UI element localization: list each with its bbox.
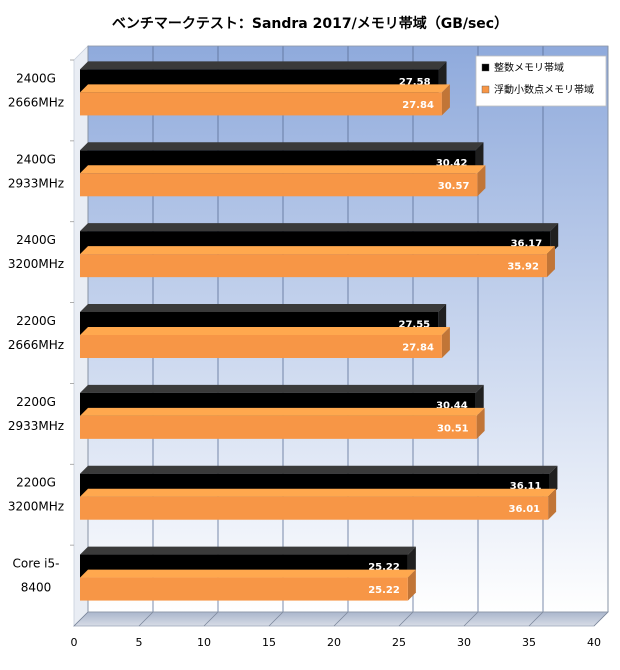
data-label: 36.17: [511, 239, 543, 250]
x-tick-label: 20: [327, 636, 341, 649]
data-label: 25.22: [368, 562, 400, 573]
chart-title: ベンチマークテスト：Sandra 2017/メモリ帯域（GB/sec）: [112, 15, 508, 32]
data-label: 27.58: [399, 77, 431, 88]
x-tick-label: 35: [522, 636, 536, 649]
gridline-floor: [268, 611, 284, 627]
bar-front: [80, 254, 547, 278]
gridline-floor: [398, 611, 414, 627]
data-label: 27.84: [402, 100, 434, 111]
bar-end: [548, 488, 557, 520]
category-label: 2200G 2933MHz: [8, 395, 64, 433]
bar-top: [80, 465, 558, 474]
category-label: 2400G 2933MHz: [8, 152, 64, 190]
data-label: 35.92: [507, 262, 539, 273]
bar: 30.51: [80, 407, 485, 439]
x-tick-label: 0: [71, 636, 78, 649]
bar-top: [80, 384, 484, 393]
legend-swatch: [481, 85, 490, 94]
data-label: 25.22: [368, 585, 400, 596]
category-label: 2200G 3200MHz: [8, 476, 64, 514]
bar-top: [80, 61, 447, 70]
bar-top: [80, 165, 486, 174]
category-label: 2400G 2666MHz: [8, 71, 64, 109]
bar-front: [80, 496, 549, 520]
category-label: 2400G 3200MHz: [8, 233, 64, 271]
bar: 36.01: [80, 488, 557, 520]
bar-front: [80, 335, 442, 358]
bar-top: [80, 246, 555, 255]
category-label: 2200G 2666MHz: [8, 314, 64, 352]
data-label: 30.57: [438, 181, 470, 192]
data-label: 36.01: [508, 504, 540, 515]
bar: 30.57: [80, 165, 486, 197]
bar-top: [80, 407, 485, 416]
bar: 27.84: [80, 327, 450, 358]
data-label: 30.44: [436, 400, 468, 411]
bar-top: [80, 142, 484, 151]
gridline-floor: [528, 611, 544, 627]
gridline-floor: [203, 611, 219, 627]
bars: 27.58 27.84 30.42 30.57 36.17 35.92 27.55 27.84…: [80, 61, 559, 601]
gridline-floor: [333, 611, 349, 627]
bar-end: [477, 165, 486, 197]
bar-end: [441, 84, 450, 116]
bar-end: [441, 327, 450, 358]
bar-top: [80, 223, 559, 232]
x-tick-label: 5: [136, 636, 143, 649]
bar-top: [80, 546, 416, 555]
data-label: 30.51: [437, 423, 469, 434]
bar-top: [80, 488, 557, 497]
bar-top: [80, 84, 450, 93]
bar-front: [80, 173, 478, 197]
gridline-floor: [73, 611, 89, 627]
data-label: 30.42: [436, 158, 468, 169]
category-label: Core i5-8400: [13, 557, 60, 595]
legend-label: 整数メモリ帯域: [494, 61, 564, 74]
legend-label: 浮動小数点メモリ帯域: [494, 83, 594, 96]
x-tick-label: 40: [587, 636, 601, 649]
legend-swatch: [481, 63, 490, 72]
bar: 27.84: [80, 84, 450, 116]
x-tick-label: 10: [197, 636, 211, 649]
bar-front: [80, 415, 477, 439]
bar-top: [80, 327, 450, 335]
bar-front: [80, 92, 442, 116]
gridline-floor: [138, 611, 154, 627]
bar: 35.92: [80, 246, 555, 278]
bar-end: [407, 569, 416, 601]
data-label: 27.55: [399, 320, 431, 331]
x-tick-label: 30: [457, 636, 471, 649]
x-tick-label: 15: [262, 636, 276, 649]
data-label: 36.11: [510, 481, 542, 492]
x-tick-label: 25: [392, 636, 406, 649]
legend-box: [475, 55, 607, 107]
gridline-floor: [463, 611, 479, 627]
bar-top: [80, 304, 447, 312]
x-axis-ticks: 0 5 10 15 20 25 30 35 40: [71, 636, 602, 649]
bar-top: [80, 569, 416, 578]
bar-front: [80, 577, 408, 601]
data-label: 27.84: [402, 343, 434, 354]
bar: 25.22: [80, 569, 416, 601]
gridline-floor: [593, 611, 609, 627]
bar-end: [476, 407, 485, 439]
category-labels: 2400G 2666MHz 2400G 2933MHz 2400G 3200MHz 2200…: [8, 59, 74, 595]
bar-end: [546, 246, 555, 278]
